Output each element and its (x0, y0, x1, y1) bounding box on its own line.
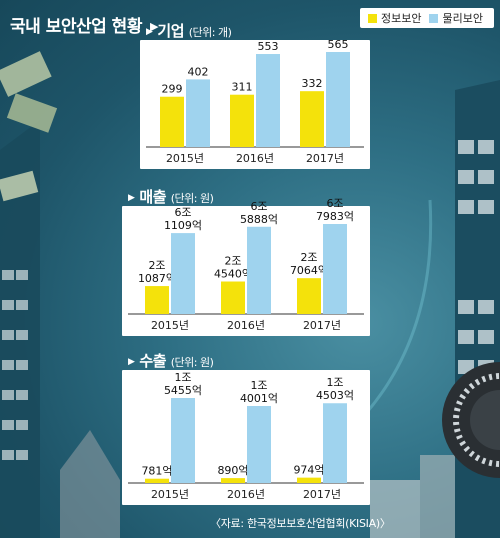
bar-physical (247, 405, 271, 483)
bar-info (221, 281, 245, 314)
legend-swatch-physical (429, 13, 439, 23)
title-arrow-icon: ▶ (149, 20, 158, 33)
data-label: 6조 7983억 (316, 197, 354, 223)
data-label: 2조 1087억 (138, 259, 176, 285)
bar-physical (171, 233, 195, 314)
legend-swatch-info (368, 13, 377, 23)
x-tick-label: 2017년 (303, 488, 341, 501)
bar-physical (256, 54, 280, 147)
section-title-sales: ▶ 매출 (단위: 원) (128, 188, 214, 206)
data-label: 402 (188, 65, 209, 78)
x-tick-label: 2016년 (227, 488, 265, 501)
triangle-icon: ▶ (128, 357, 135, 367)
triangle-icon: ▶ (128, 193, 135, 203)
x-tick-label: 2015년 (151, 488, 189, 501)
data-label: 553 (258, 40, 279, 53)
bar-info (300, 91, 324, 147)
data-label: 311 (232, 81, 253, 94)
legend: 정보보안 물리보안 (360, 8, 494, 28)
bar-info (145, 478, 169, 483)
x-tick-label: 2017년 (306, 152, 344, 165)
x-tick-label: 2015년 (166, 152, 204, 165)
triangle-icon: ▶ (146, 27, 153, 37)
x-tick-label: 2016년 (236, 152, 274, 165)
data-label: 974억 (293, 464, 324, 477)
data-label: 2조 7064억 (290, 251, 328, 277)
data-label: 565 (328, 38, 349, 51)
section-title-exports: ▶ 수출 (단위: 원) (128, 352, 214, 370)
x-tick-label: 2016년 (227, 319, 265, 332)
data-label: 1조 4001억 (240, 379, 278, 405)
data-label: 6조 1109억 (164, 206, 202, 232)
bar-info (160, 96, 184, 147)
data-label: 890억 (217, 464, 248, 477)
bar-physical (326, 52, 350, 147)
bar-info (297, 278, 321, 314)
data-label: 2조 4540억 (214, 255, 252, 281)
data-label: 781억 (141, 465, 172, 478)
legend-label-physical: 물리보안 (442, 12, 483, 25)
section-title-companies: ▶ 기업 (단위: 개) (146, 22, 232, 40)
data-label: 1조 4503억 (316, 376, 354, 402)
bar-info (221, 478, 245, 483)
bar-info (230, 94, 254, 147)
bar-physical (171, 398, 195, 483)
bar-info (297, 477, 321, 483)
data-label: 299 (162, 83, 183, 96)
data-label: 6조 5888억 (240, 200, 278, 226)
data-label: 1조 5455억 (164, 371, 202, 397)
data-label: 332 (302, 77, 323, 90)
x-tick-label: 2015년 (151, 319, 189, 332)
bar-physical (186, 79, 210, 147)
legend-label-info: 정보보안 (381, 12, 422, 25)
bar-physical (247, 226, 271, 314)
bar-info (145, 286, 169, 314)
source-note: 〈자료: 한국정보보호산업협회(KISIA)〉 (210, 517, 391, 530)
x-tick-label: 2017년 (303, 319, 341, 332)
page-title: 국내 보안산업 현황 ▶ (10, 17, 158, 37)
bar-physical (323, 403, 347, 483)
bar-physical (323, 224, 347, 314)
